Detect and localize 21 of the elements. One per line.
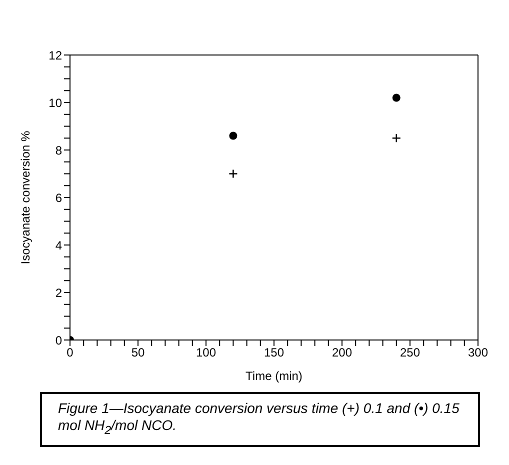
y-tick-label: 12: [48, 48, 62, 62]
y-tick-label: 0: [55, 333, 62, 348]
x-tick-label: 50: [131, 346, 145, 360]
y-tick-label: 2: [55, 286, 62, 300]
point: [392, 94, 400, 102]
x-tick-label: 150: [264, 346, 284, 360]
point: [228, 169, 238, 178]
x-tick-label: 200: [332, 346, 352, 360]
x-tick-label: 100: [196, 346, 216, 360]
x-tick-label: 0: [66, 346, 74, 360]
point: [229, 132, 238, 140]
y-axis-title: Isocyanate conversion %: [18, 130, 32, 264]
caption: Figure 1—Isocyanate conversion versus time (+) 0.1 and (•) 0.15 mol NH$_{2}$/mol NCO.: [40, 392, 480, 447]
point: [392, 133, 402, 143]
y-tick-label: 6: [55, 190, 62, 205]
x-axis-title: Time (min): [246, 369, 302, 383]
y-tick-label: 10: [48, 96, 62, 110]
y-tick-label: 8: [55, 143, 62, 158]
x-tick-label: 250: [400, 346, 420, 360]
y-tick-label: 4: [55, 238, 62, 252]
x-tick-label: 300: [468, 346, 488, 360]
